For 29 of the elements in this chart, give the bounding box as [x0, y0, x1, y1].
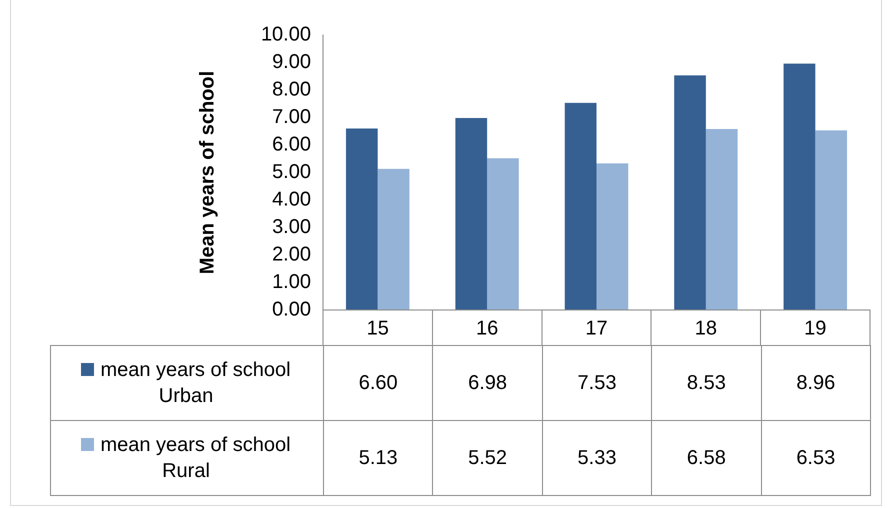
x-tick-label: 18 — [694, 318, 718, 340]
data-label: 5.52 — [432, 420, 543, 496]
legend-label: mean years of school Urban — [99, 358, 292, 409]
x-tick-label: 17 — [585, 318, 608, 340]
y-tick-label: 1.00 — [272, 271, 311, 294]
y-tick-label: 3.00 — [272, 216, 311, 238]
data-label: 8.53 — [651, 345, 762, 421]
data-label: 6.58 — [651, 420, 762, 496]
data-label: 5.13 — [323, 420, 434, 496]
data-label: 6.98 — [432, 345, 543, 421]
legend-label: mean years of school Rural — [99, 433, 292, 484]
y-tick-label: 6.00 — [272, 134, 311, 156]
data-label: 5.33 — [542, 420, 652, 496]
x-tick-label: 19 — [804, 318, 826, 340]
y-tick-label: 9.00 — [272, 51, 311, 74]
y-tick-label: 8.00 — [272, 78, 311, 101]
y-tick-label: 2.00 — [272, 244, 311, 266]
y-tick-label: 4.00 — [272, 188, 311, 211]
data-label: 8.96 — [760, 345, 871, 421]
data-label: 6.53 — [760, 420, 871, 496]
y-tick-label: 7.00 — [272, 106, 311, 128]
y-tick-label: 0.00 — [272, 298, 311, 321]
y-tick-label: 10.00 — [260, 24, 311, 46]
data-label: 6.60 — [323, 345, 434, 421]
data-label: 7.53 — [542, 345, 652, 421]
y-tick-label: 5.00 — [272, 161, 311, 184]
x-tick-label: 15 — [366, 318, 389, 340]
y-axis-title: Mean years of school — [196, 70, 219, 274]
x-tick-label: 16 — [476, 318, 498, 340]
